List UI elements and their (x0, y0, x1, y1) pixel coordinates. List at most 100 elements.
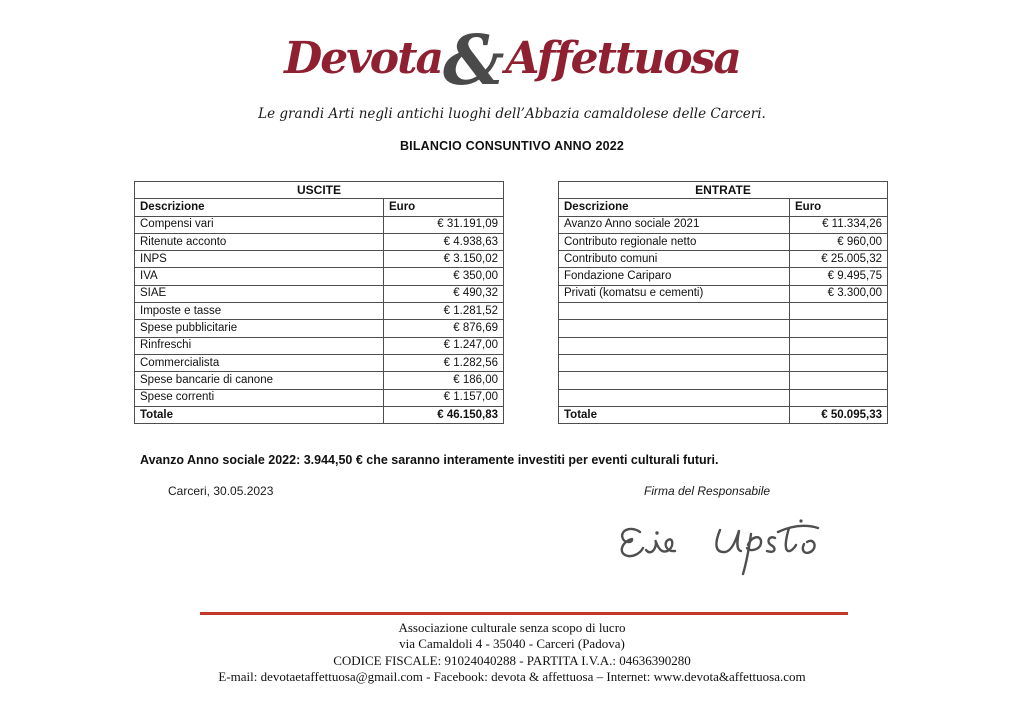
table-row: Avanzo Anno sociale 2021 € 11.334,26 (558, 215, 888, 234)
signature-handwriting (620, 519, 820, 576)
entrate-total-value: € 50.095,33 (789, 405, 888, 425)
cell-euro: € 9.495,75 (789, 267, 888, 286)
cell-euro: € 1.282,56 (382, 353, 505, 373)
table-row: Spese pubblicitarie € 876,69 (134, 319, 505, 338)
cell-euro: € 490,32 (382, 284, 505, 304)
entrate-table-body: Avanzo Anno sociale 2021 € 11.334,26 Contr… (558, 215, 888, 407)
table-row: Fondazione Cariparo € 9.495,75 (558, 267, 888, 286)
entrate-title-row: ENTRATE (558, 180, 888, 200)
signature-label: Firma del Responsabile (644, 484, 771, 498)
table-row: Ritenute acconto € 4.938,63 (134, 232, 505, 252)
cell-euro (789, 353, 888, 373)
entrate-header-row: Descrizione Euro (558, 198, 888, 217)
footer-line-address: via Camaldoli 4 - 35040 - Carceri (Padov… (399, 636, 625, 652)
table-row (558, 388, 888, 407)
cell-descrizione (558, 388, 790, 407)
uscite-total-value: € 46.150,83 (382, 405, 505, 425)
cell-descrizione: IVA (134, 267, 384, 286)
cell-descrizione (558, 319, 790, 338)
cell-euro: € 186,00 (382, 371, 505, 390)
cell-euro (789, 371, 888, 390)
place-date: Carceri, 30.05.2023 (168, 484, 274, 498)
entrate-col-descrizione: Descrizione (558, 198, 790, 217)
footer: Associazione culturale senza scopo di lu… (0, 620, 1024, 685)
uscite-header-row: Descrizione Euro (134, 198, 505, 217)
cell-euro: € 1.247,00 (382, 336, 505, 355)
table-row: Contributo comuni € 25.005,32 (558, 250, 888, 269)
cell-euro (789, 302, 888, 321)
cell-descrizione: Contributo regionale netto (558, 232, 790, 252)
cell-descrizione: Spese bancarie di canone (134, 371, 384, 390)
cell-descrizione: Contributo comuni (558, 250, 790, 269)
cell-euro: € 1.157,00 (382, 388, 505, 407)
logo-ampersand: & (443, 21, 505, 101)
table-row (558, 371, 888, 390)
cell-descrizione: SIAE (134, 284, 384, 304)
cell-descrizione: Commercialista (134, 353, 384, 373)
cell-euro: € 3.300,00 (789, 284, 888, 304)
uscite-total-row: Totale € 46.150,83 (134, 405, 505, 425)
cell-descrizione: Imposte e tasse (134, 302, 384, 321)
cell-euro: € 25.005,32 (789, 250, 888, 269)
logo-text-devota: Devota (284, 33, 444, 84)
cell-descrizione: Spese pubblicitarie (134, 319, 384, 338)
entrate-table-title: ENTRATE (558, 180, 888, 200)
cell-euro: € 350,00 (382, 267, 505, 286)
cell-euro: € 876,69 (382, 319, 505, 338)
footer-divider-rule (200, 612, 848, 615)
logo-text-affettuosa: Affettuosa (505, 33, 741, 84)
cell-euro: € 960,00 (789, 232, 888, 252)
table-row (558, 302, 888, 321)
cell-euro (789, 336, 888, 355)
cell-descrizione: Ritenute acconto (134, 232, 384, 252)
table-row: INPS € 3.150,02 (134, 250, 505, 269)
cell-euro (789, 319, 888, 338)
cell-descrizione (558, 371, 790, 390)
cell-descrizione: Fondazione Cariparo (558, 267, 790, 286)
cell-descrizione: Privati (komatsu e cementi) (558, 284, 790, 304)
surplus-note: Avanzo Anno sociale 2022: 3.944,50 € che… (140, 453, 719, 467)
table-row: Contributo regionale netto € 960,00 (558, 232, 888, 252)
uscite-col-descrizione: Descrizione (134, 198, 384, 217)
table-row: Privati (komatsu e cementi) € 3.300,00 (558, 284, 888, 304)
table-row (558, 353, 888, 373)
uscite-table-title: USCITE (133, 180, 505, 200)
table-row: IVA € 350,00 (134, 267, 505, 286)
cell-euro: € 1.281,52 (382, 302, 505, 321)
table-row: Commercialista € 1.282,56 (134, 353, 505, 373)
cell-euro (789, 388, 888, 407)
uscite-total-label: Totale (134, 405, 384, 425)
footer-line-fiscal-codes: CODICE FISCALE: 91024040288 - PARTITA I.… (333, 652, 691, 668)
table-row: Imposte e tasse € 1.281,52 (134, 302, 505, 321)
uscite-title-row: USCITE (133, 180, 505, 200)
entrate-col-euro: Euro (789, 198, 888, 217)
footer-line-contacts: E-mail: devotaetaffettuosa@gmail.com - F… (218, 668, 806, 684)
cell-euro: € 4.938,63 (382, 232, 505, 252)
cell-descrizione (558, 353, 790, 373)
table-row: Spese bancarie di canone € 186,00 (134, 371, 505, 390)
entrate-total-label: Totale (558, 405, 790, 425)
table-row: Compensi vari € 31.191,09 (134, 215, 505, 234)
uscite-table-body: Compensi vari € 31.191,09 Ritenute acconto… (134, 215, 505, 407)
footer-line-association: Associazione culturale senza scopo di lu… (398, 620, 626, 635)
entrate-table: ENTRATE Descrizione Euro Avanzo Anno soc… (558, 180, 888, 425)
uscite-table: USCITE Descrizione Euro Compensi vari € 3… (133, 180, 505, 425)
table-row: SIAE € 490,32 (134, 284, 505, 304)
table-row (558, 319, 888, 338)
cell-euro: € 31.191,09 (382, 215, 505, 234)
page-title: BILANCIO CONSUNTIVO ANNO 2022 (399, 139, 625, 153)
cell-descrizione: Avanzo Anno sociale 2021 (558, 215, 790, 234)
uscite-col-euro: Euro (382, 198, 505, 217)
cell-descrizione (558, 336, 790, 355)
entrate-total-row: Totale € 50.095,33 (558, 405, 888, 425)
cell-descrizione: Spese correnti (134, 388, 384, 407)
logo: Devota & Affettuosa (0, 20, 1024, 98)
cell-descrizione: INPS (134, 250, 384, 269)
table-row (558, 336, 888, 355)
tagline: Le grandi Arti negli antichi luoghi dell… (258, 106, 766, 122)
cell-euro: € 11.334,26 (789, 215, 888, 234)
cell-descrizione (558, 302, 790, 321)
cell-euro: € 3.150,02 (382, 250, 505, 269)
cell-descrizione: Rinfreschi (134, 336, 384, 355)
